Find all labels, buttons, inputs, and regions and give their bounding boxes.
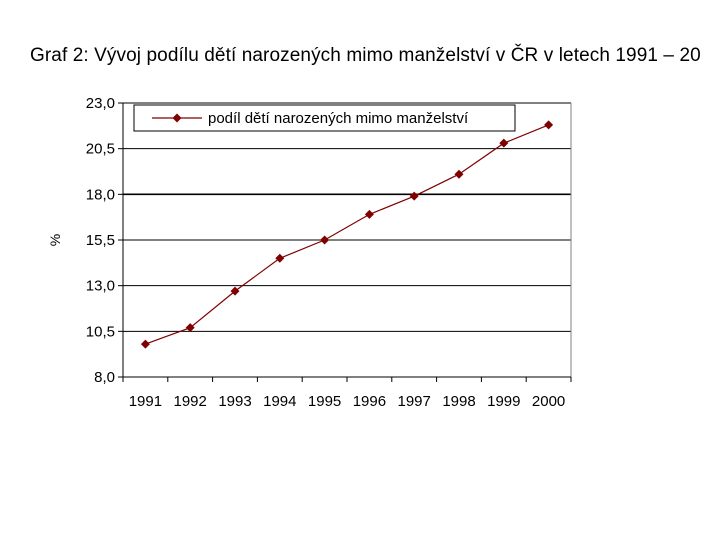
x-tick-label: 1995 — [308, 393, 341, 410]
data-point — [499, 138, 509, 148]
x-tick-label: 1991 — [129, 393, 162, 410]
series-line — [145, 124, 549, 345]
x-tick-label: 1999 — [487, 393, 520, 410]
x-tick-label: 1992 — [174, 393, 207, 410]
data-point — [140, 339, 150, 349]
chart-title: Graf 2: Vývoj podílu dětí narozených mim… — [30, 45, 701, 66]
series — [140, 120, 554, 349]
legend-marker-diamond — [172, 113, 182, 123]
y-tick-label: 18,0 — [86, 186, 115, 203]
y-tick-labels: 8,0 10,5 13,0 15,5 18,0 20,5 23,0 — [86, 95, 115, 386]
data-point — [275, 253, 285, 263]
x-tick-label: 1996 — [353, 393, 386, 410]
x-tick-label: 1993 — [218, 393, 251, 410]
legend: podíl dětí narozených mimo manželství — [133, 104, 516, 132]
y-axis-label: % — [47, 234, 63, 246]
data-point — [544, 120, 554, 130]
data-point — [230, 286, 240, 296]
y-tick-label: 13,0 — [86, 278, 115, 295]
x-tick-label: 1994 — [263, 393, 296, 410]
data-point — [364, 209, 374, 219]
y-tick-label: 23,0 — [86, 95, 115, 112]
x-tick-labels: 1991 1992 1993 1994 1995 1996 1997 1998 1999 2000 — [129, 393, 566, 410]
x-tick-label: 1997 — [398, 393, 431, 410]
y-tick-label: 15,5 — [86, 232, 115, 249]
x-tick-label: 2000 — [532, 393, 565, 410]
data-point — [454, 169, 464, 179]
legend-label: podíl dětí narozených mimo manželství — [208, 110, 469, 127]
y-tick-label: 10,5 — [86, 323, 115, 340]
data-point — [185, 323, 195, 333]
y-tick-label: 20,5 — [86, 141, 115, 158]
x-tick-label: 1998 — [442, 393, 475, 410]
data-point — [320, 235, 330, 245]
data-point — [409, 191, 419, 201]
axes — [118, 102, 572, 382]
y-tick-label: 8,0 — [94, 369, 115, 386]
